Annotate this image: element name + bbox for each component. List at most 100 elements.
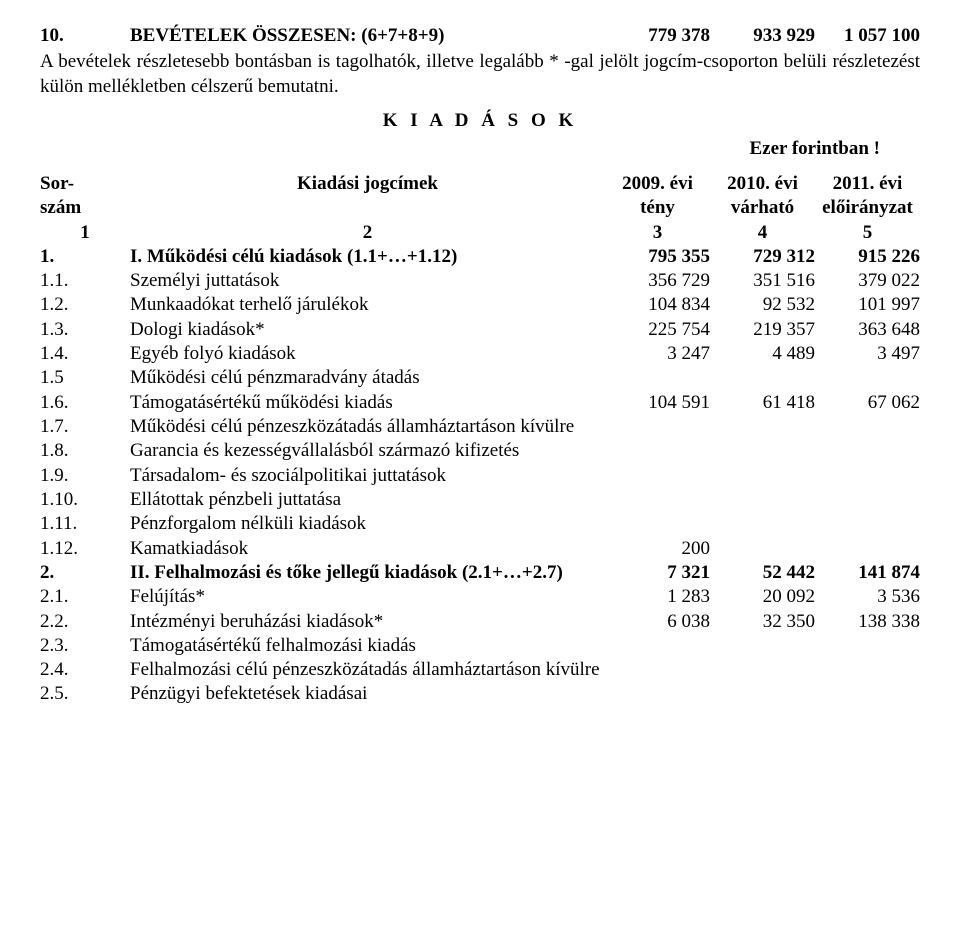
row-label: Pénzforgalom nélküli kiadások xyxy=(130,512,605,536)
hdr-col2: Kiadási jogcímek xyxy=(130,172,605,196)
row-v1: 1 283 xyxy=(605,585,710,609)
table-row: 2.4.Felhalmozási célú pénzeszközátadás á… xyxy=(40,658,920,682)
top-total-row: 10. BEVÉTELEK ÖSSZESEN: (6+7+8+9) 779 37… xyxy=(40,24,920,48)
row-v1: 6 038 xyxy=(605,610,710,634)
table-row: 1.1.Személyi juttatások356 729351 516379… xyxy=(40,269,920,293)
row-label: Felhalmozási célú pénzeszközátadás állam… xyxy=(130,658,605,682)
row-v3: 3 497 xyxy=(815,342,920,366)
row-v1: 7 321 xyxy=(605,561,710,585)
table-row: 1.12.Kamatkiadások200 xyxy=(40,537,920,561)
table-row: 2.2.Intézményi beruházási kiadások*6 038… xyxy=(40,610,920,634)
row-label: Dologi kiadások* xyxy=(130,318,605,342)
row-v2: 61 418 xyxy=(710,391,815,415)
top-total-label: BEVÉTELEK ÖSSZESEN: (6+7+8+9) xyxy=(130,24,605,48)
table-row: 1.2.Munkaadókat terhelő járulékok104 834… xyxy=(40,293,920,317)
row-num: 1.1. xyxy=(40,269,130,293)
row-num: 2.1. xyxy=(40,585,130,609)
row-num: 1.9. xyxy=(40,464,130,488)
top-total-v3: 1 057 100 xyxy=(815,24,920,48)
row-v1: 200 xyxy=(605,537,710,561)
unit-note: Ezer forintban ! xyxy=(40,137,920,161)
row-v2: 20 092 xyxy=(710,585,815,609)
row-num: 2. xyxy=(40,561,130,585)
row-label: Ellátottak pénzbeli juttatása xyxy=(130,488,605,512)
row-label: Támogatásértékű működési kiadás xyxy=(130,391,605,415)
top-total-v2: 933 929 xyxy=(710,24,815,48)
row-v3: 138 338 xyxy=(815,610,920,634)
row-label: Kamatkiadások xyxy=(130,537,605,561)
hdr-c3a: 2009. évi xyxy=(605,172,710,196)
row-v1: 225 754 xyxy=(605,318,710,342)
table-row: 1.3.Dologi kiadások*225 754219 357363 64… xyxy=(40,318,920,342)
hdr-r5: 5 xyxy=(815,221,920,245)
table-header: Sor- 2009. évi 2010. évi 2011. évi Kiadá… xyxy=(40,172,920,245)
hdr-c4a: 2010. évi xyxy=(710,172,815,196)
row-v3: 67 062 xyxy=(815,391,920,415)
row-v3: 3 536 xyxy=(815,585,920,609)
row-label: Intézményi beruházási kiadások* xyxy=(130,610,605,634)
row-v1: 356 729 xyxy=(605,269,710,293)
hdr-col1a: Sor- xyxy=(40,172,130,196)
section-title: K I A D Á S O K xyxy=(40,109,920,133)
table-row: 1.4.Egyéb folyó kiadások3 2474 4893 497 xyxy=(40,342,920,366)
hdr-r1: 1 xyxy=(40,221,130,245)
row-label: Egyéb folyó kiadások xyxy=(130,342,605,366)
table-row: 2.II. Felhalmozási és tőke jellegű kiadá… xyxy=(40,561,920,585)
row-label: I. Működési célú kiadások (1.1+…+1.12) xyxy=(130,245,605,269)
table-row: 2.1.Felújítás*1 28320 0923 536 xyxy=(40,585,920,609)
row-v3: 101 997 xyxy=(815,293,920,317)
row-v2: 32 350 xyxy=(710,610,815,634)
row-num: 2.5. xyxy=(40,682,130,706)
row-v1: 104 834 xyxy=(605,293,710,317)
table-row: 2.5.Pénzügyi befektetések kiadásai xyxy=(40,682,920,706)
table-row: 1.10.Ellátottak pénzbeli juttatása xyxy=(40,488,920,512)
row-num: 2.2. xyxy=(40,610,130,634)
table-row: 1.I. Működési célú kiadások (1.1+…+1.12)… xyxy=(40,245,920,269)
row-num: 1.8. xyxy=(40,439,130,463)
row-label: Garancia és kezességvállalásból származó… xyxy=(130,439,605,463)
row-label: II. Felhalmozási és tőke jellegű kiadáso… xyxy=(130,561,605,585)
row-v1: 3 247 xyxy=(605,342,710,366)
row-num: 1. xyxy=(40,245,130,269)
table-row: 2.3.Támogatásértékű felhalmozási kiadás xyxy=(40,634,920,658)
hdr-c5b: előirányzat xyxy=(815,196,920,220)
hdr-r2: 2 xyxy=(130,221,605,245)
row-v2: 4 489 xyxy=(710,342,815,366)
table-row: 1.6.Támogatásértékű működési kiadás104 5… xyxy=(40,391,920,415)
hdr-r3: 3 xyxy=(605,221,710,245)
row-num: 1.2. xyxy=(40,293,130,317)
table-row: 1.5Működési célú pénzmaradvány átadás xyxy=(40,366,920,390)
row-v3: 363 648 xyxy=(815,318,920,342)
row-num: 2.3. xyxy=(40,634,130,658)
row-label: Felújítás* xyxy=(130,585,605,609)
row-label: Társadalom- és szociálpolitikai juttatás… xyxy=(130,464,605,488)
table-row: 1.7.Működési célú pénzeszközátadás állam… xyxy=(40,415,920,439)
hdr-r4: 4 xyxy=(710,221,815,245)
row-num: 1.4. xyxy=(40,342,130,366)
row-num: 1.5 xyxy=(40,366,130,390)
row-num: 1.7. xyxy=(40,415,130,439)
row-num: 1.3. xyxy=(40,318,130,342)
row-v3: 379 022 xyxy=(815,269,920,293)
row-v2: 729 312 xyxy=(710,245,815,269)
row-v1: 795 355 xyxy=(605,245,710,269)
row-label: Személyi juttatások xyxy=(130,269,605,293)
row-v1: 104 591 xyxy=(605,391,710,415)
table-row: 1.8.Garancia és kezességvállalásból szár… xyxy=(40,439,920,463)
hdr-c5a: 2011. évi xyxy=(815,172,920,196)
top-total-v1: 779 378 xyxy=(605,24,710,48)
row-label: Támogatásértékű felhalmozási kiadás xyxy=(130,634,605,658)
row-num: 1.12. xyxy=(40,537,130,561)
row-label: Működési célú pénzeszközátadás államházt… xyxy=(130,415,605,439)
row-v3: 915 226 xyxy=(815,245,920,269)
table-body: 1.I. Működési célú kiadások (1.1+…+1.12)… xyxy=(40,245,920,707)
row-v3: 141 874 xyxy=(815,561,920,585)
row-num: 1.11. xyxy=(40,512,130,536)
row-v2: 52 442 xyxy=(710,561,815,585)
row-num: 1.10. xyxy=(40,488,130,512)
row-v2: 92 532 xyxy=(710,293,815,317)
top-total-num: 10. xyxy=(40,24,130,48)
row-label: Pénzügyi befektetések kiadásai xyxy=(130,682,605,706)
hdr-c3b: tény xyxy=(605,196,710,220)
row-v2: 351 516 xyxy=(710,269,815,293)
